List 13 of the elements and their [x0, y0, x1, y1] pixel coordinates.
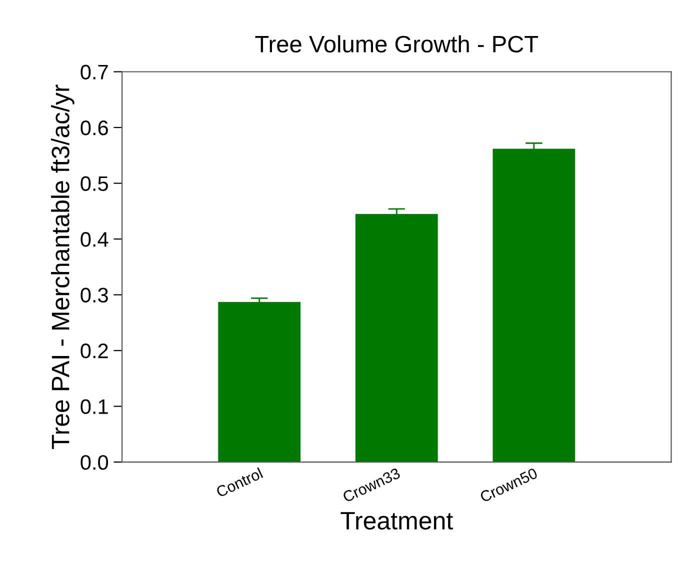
x-axis-title: Treatment [340, 512, 453, 530]
y-tick-label: 0.7 [80, 64, 108, 80]
y-tick-label: 0.4 [80, 232, 108, 247]
bar [218, 302, 301, 462]
y-axis-title: Tree PAI - Merchantable ft3/ac/yr [51, 84, 74, 450]
y-tick-label: 0.6 [80, 120, 108, 136]
bar [355, 214, 438, 462]
y-tick-label: 0.1 [80, 399, 108, 414]
y-tick-label: 0.3 [80, 288, 108, 303]
y-tick-label: 0.0 [80, 455, 108, 470]
y-tick-label: 0.2 [80, 344, 108, 358]
chart-title: Tree Volume Growth - PCT [255, 35, 538, 53]
y-tick-label: 0.5 [80, 176, 108, 192]
